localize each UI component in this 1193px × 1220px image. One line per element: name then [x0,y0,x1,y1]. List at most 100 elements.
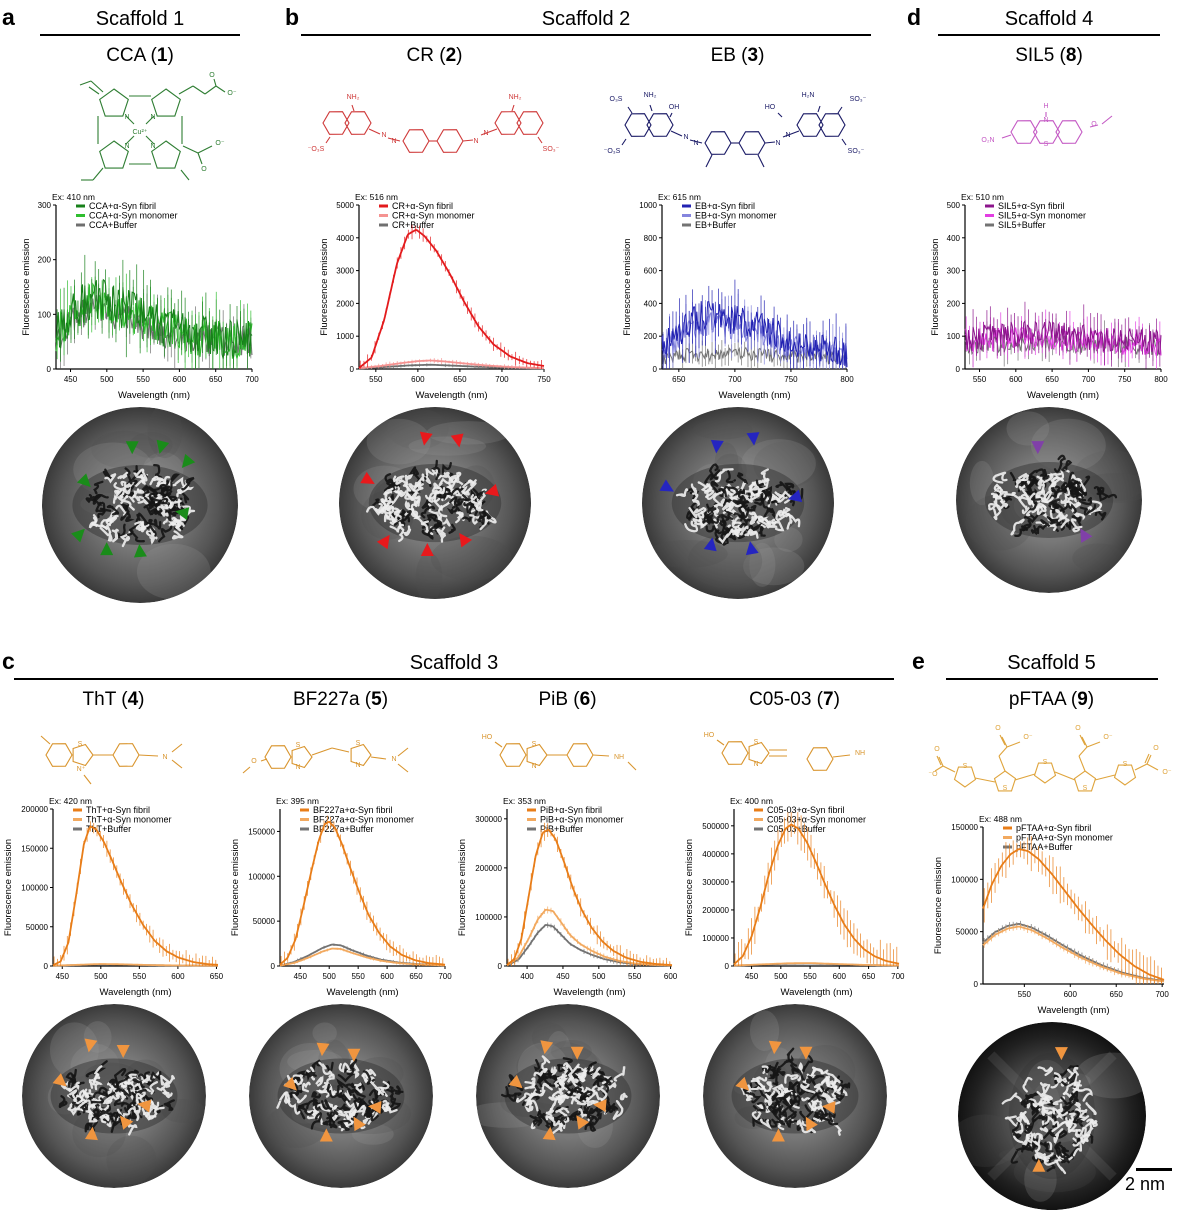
fluorescence-chart-sil5: 0 100 200 300 400 500 550 600 650 700 750 800 Wavele… [929,191,1169,401]
compound-name-sil5: SIL5 (8) [1015,45,1083,67]
compound-column-sil5: SIL5 (8) H N S O₂N O 0 100 200 300 400 500 550 600 650… [906,36,1192,598]
spectrum-chart: 0 1000 2000 3000 4000 5000 550 600 650 700 750 Wave… [319,192,551,401]
arrowhead-icon [805,1116,818,1132]
svg-text:N: N [693,140,698,147]
svg-text:150000: 150000 [951,823,978,832]
tht-structure: S N⁺ N [40,735,182,785]
svg-text:C05-03+α-Syn monomer: C05-03+α-Syn monomer [767,815,866,825]
svg-text:700: 700 [891,972,905,981]
chemical-structure-eb: N N N N O₃S NH₂ OH ⁻O₃S H₂N SO₃⁻ HO SO₃⁻ [598,67,878,191]
compound-name-cca: CCA (1) [106,45,174,67]
panel-c-letter: c [2,648,15,674]
arrowhead-icon [575,1115,589,1130]
cryoem-pib [475,1004,660,1193]
svg-text:Fluorescence emission: Fluorescence emission [230,839,241,936]
svg-text:CCA+Buffer: CCA+Buffer [89,220,137,230]
compound-name-eb: EB (3) [711,45,765,67]
cryoem-cca [42,407,238,608]
svg-text:300000: 300000 [702,878,729,887]
svg-text:O: O [1091,121,1097,128]
svg-text:100000: 100000 [21,884,48,893]
svg-text:Wavelength (nm): Wavelength (nm) [118,390,190,401]
svg-text:O⁻: O⁻ [227,90,236,97]
svg-text:EB+α-Syn fibril: EB+α-Syn fibril [695,201,755,211]
svg-text:S: S [753,739,758,746]
svg-text:400: 400 [947,234,961,243]
chemical-structure-c0503: HO S N NH [690,711,900,795]
c0503-structure: HO S N NH [703,732,865,771]
arrowhead-icon [458,532,472,548]
panel-e-letter: e [912,648,925,674]
svg-text:700: 700 [245,375,259,384]
svg-text:Wavelength (nm): Wavelength (nm) [415,390,487,401]
cryoem-eb [641,407,834,604]
svg-text:OH: OH [668,104,679,111]
svg-text:O₃S: O₃S [609,96,622,103]
svg-text:50000: 50000 [955,928,978,937]
compound-name-pftaa: pFTAA (9) [1009,689,1094,711]
svg-text:N: N [162,754,167,761]
arrowhead-icon [133,544,147,558]
svg-text:550: 550 [1017,990,1031,999]
svg-text:5000: 5000 [336,201,354,210]
svg-text:pFTAA+α-Syn monomer: pFTAA+α-Syn monomer [1016,833,1113,843]
svg-text:S: S [295,742,300,749]
svg-text:400: 400 [520,972,534,981]
cryoem-image [42,407,238,603]
arrowhead-icon [1031,441,1045,455]
compound-name-part: 9 [1077,689,1088,710]
svg-text:0: 0 [270,962,275,971]
compound-name-part: 7 [823,689,834,710]
chemical-structure-tht: S N⁺ N [14,711,214,795]
svg-text:Ex: 400 nm: Ex: 400 nm [730,796,773,806]
fluorescence-chart-pftaa: 0 50000 100000 150000 550 600 650 700 Wavelength… [932,813,1172,1016]
svg-text:O: O [1075,725,1081,732]
spectrum-chart: 0 100000 200000 300000 400 450 500 550 600 Wavele… [457,796,678,998]
svg-text:500000: 500000 [702,822,729,831]
arrowhead-icon [100,542,114,556]
svg-text:Ex: 353 nm: Ex: 353 nm [503,796,546,806]
panel-d-letter: d [907,4,922,30]
spectrum-chart: 0 100 200 300 450 500 550 600 650 700 Wavelength (… [21,192,259,401]
compound-name-part: ) [1076,45,1083,66]
svg-text:BF227a+Buffer: BF227a+Buffer [313,824,374,834]
svg-text:600: 600 [1009,375,1023,384]
svg-text:Cu²⁺: Cu²⁺ [133,129,148,136]
compound-column-bf227a: BF227a (5) O S N S N N 0 50000 100000 150000 450 500… [227,680,454,1193]
svg-text:N: N [531,763,536,770]
compound-name-part: ) [456,45,463,66]
compound-name-part: 5 [371,689,382,710]
svg-text:300000: 300000 [475,815,502,824]
arrowhead-icon [710,439,724,454]
svg-text:EB+Buffer: EB+Buffer [695,220,736,230]
svg-text:600: 600 [643,267,657,276]
chemical-structure-sil5: H N S O₂N O [964,67,1134,191]
spectrum-chart: 0 50000 100000 150000 550 600 650 700 Wavelength… [933,814,1169,1016]
fluorescence-chart-bf227a: 0 50000 100000 150000 450 500 550 600 650 700 Wave… [229,795,453,998]
svg-text:CR+Buffer: CR+Buffer [392,220,434,230]
svg-text:N: N [295,764,300,771]
svg-text:0: 0 [956,365,961,374]
panel-b-scaffold-title: Scaffold 2 [301,8,871,36]
svg-text:200: 200 [38,256,52,265]
svg-text:Fluorescence emission: Fluorescence emission [3,839,14,936]
svg-text:ThT+α-Syn fibril: ThT+α-Syn fibril [86,805,150,815]
svg-text:0: 0 [47,365,52,374]
svg-text:Wavelength (nm): Wavelength (nm) [553,987,625,998]
arrowhead-icon [419,431,433,446]
arrowhead-icon [821,1100,836,1114]
arrowhead-icon [346,1048,360,1062]
svg-text:1000: 1000 [639,201,657,210]
compound-name-bf227a: BF227a (5) [293,689,388,711]
svg-text:150000: 150000 [248,827,275,836]
svg-text:⁻O₃S: ⁻O₃S [307,146,324,153]
svg-text:N: N [391,756,396,763]
compound-column-tht: ThT (4) S N⁺ N 0 50000 100000 150000 200000 450 50… [0,680,227,1193]
svg-text:750: 750 [1118,375,1132,384]
compound-name-part: 6 [579,689,591,710]
svg-text:N: N [355,762,360,769]
svg-text:200000: 200000 [475,864,502,873]
spectrum-chart: 0 100 200 300 400 500 550 600 650 700 750 800 Wavele… [930,192,1168,401]
svg-text:N: N [775,140,780,147]
